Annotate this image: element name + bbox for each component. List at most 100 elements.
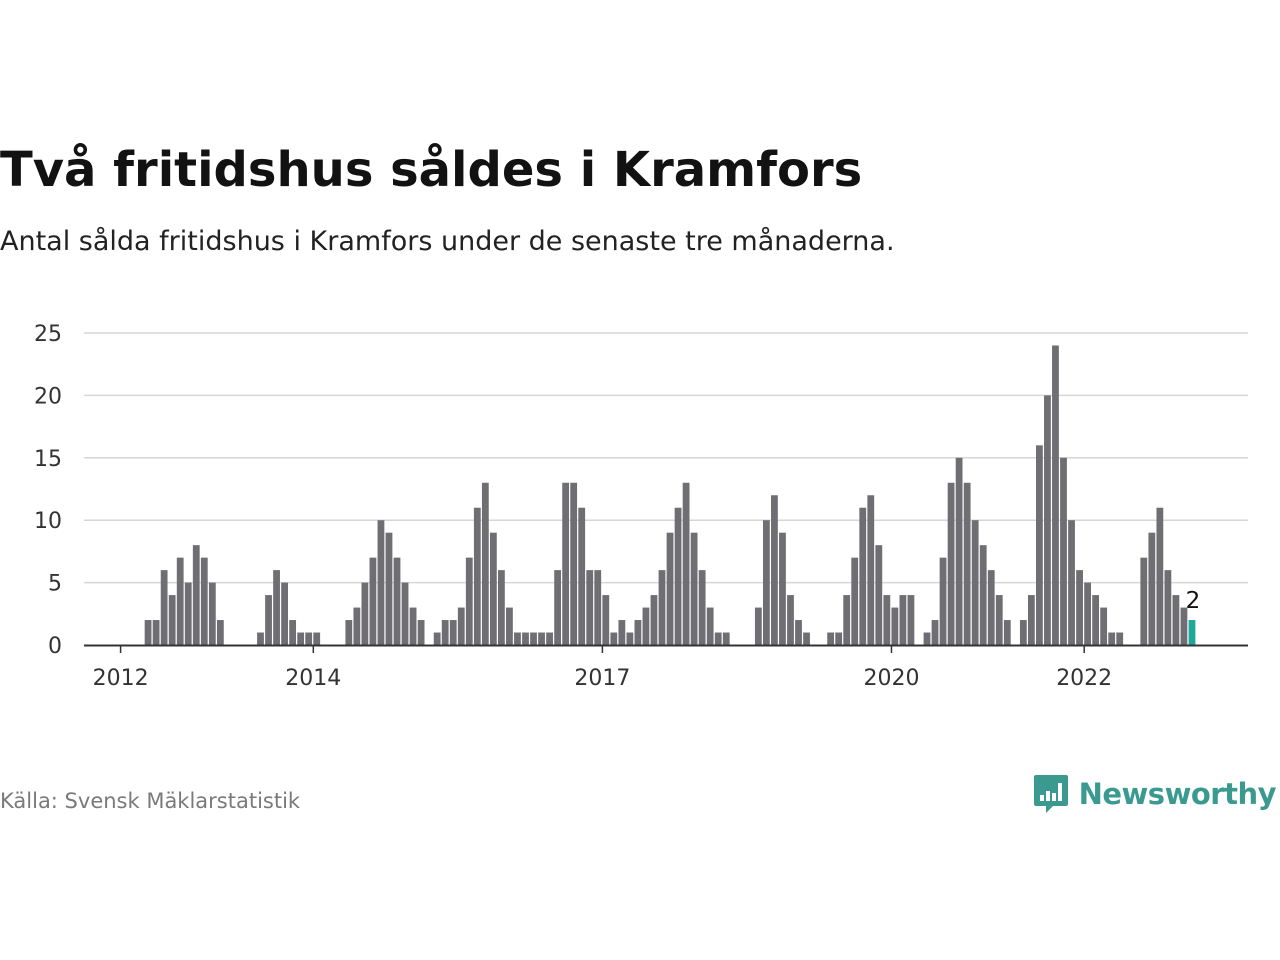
- bar: [522, 632, 529, 645]
- bar: [1108, 632, 1116, 645]
- bar: [538, 632, 545, 645]
- bar: [1003, 620, 1011, 645]
- bar: [955, 457, 963, 645]
- bar: [1027, 595, 1035, 645]
- bar: [682, 482, 690, 645]
- chart-subtitle: Antal sålda fritidshus i Kramfors under …: [0, 226, 895, 257]
- bar: [465, 557, 473, 645]
- bar: [1180, 607, 1188, 645]
- bar: [192, 545, 200, 645]
- bar: [594, 570, 602, 645]
- bar: [907, 595, 915, 645]
- bar: [289, 620, 297, 645]
- bar: [1084, 582, 1091, 645]
- bar: [650, 595, 658, 645]
- bar: [305, 632, 313, 645]
- bar: [257, 632, 264, 645]
- bar: [144, 620, 152, 645]
- bar: [995, 595, 1003, 645]
- bar: [754, 607, 762, 645]
- bar: [265, 595, 272, 645]
- bar: [417, 620, 425, 645]
- bar: [674, 507, 682, 645]
- bar: [979, 545, 987, 645]
- bar: [875, 545, 883, 645]
- bar: [923, 632, 931, 645]
- bar: [931, 620, 939, 645]
- bar: [1036, 445, 1043, 645]
- bars: [144, 345, 1196, 645]
- bar: [297, 632, 305, 645]
- bar: [771, 495, 778, 645]
- bar: [216, 620, 224, 645]
- bar: [795, 620, 802, 645]
- bar: [489, 532, 497, 645]
- bar: [1100, 607, 1108, 645]
- bar: [987, 570, 995, 645]
- y-tick-label-5: 5: [48, 572, 62, 597]
- newsworthy-logo-icon: [1033, 775, 1068, 813]
- bar: [369, 557, 377, 645]
- bar: [313, 632, 321, 645]
- source-note: Källa: Svensk Mäklarstatistik: [0, 789, 301, 813]
- x-tick-label-2020: 2020: [863, 666, 919, 691]
- annotation-latest-value: 2: [1186, 588, 1201, 614]
- bar: [1164, 570, 1172, 645]
- bar: [883, 595, 891, 645]
- bar: [626, 632, 634, 645]
- bar: [698, 570, 706, 645]
- brand-name: Newsworthy: [1078, 777, 1277, 811]
- bar: [1076, 570, 1083, 645]
- bar: [1068, 520, 1075, 645]
- bar: [722, 632, 730, 645]
- brand-logo[interactable]: Newsworthy: [1033, 773, 1277, 815]
- bar: [393, 557, 401, 645]
- bar: [562, 482, 570, 645]
- x-tick-label-2022: 2022: [1056, 666, 1112, 691]
- bar: [859, 507, 867, 645]
- bar: [401, 582, 409, 645]
- bar: [457, 607, 465, 645]
- y-tick-label-0: 0: [48, 634, 62, 659]
- bar: [586, 570, 594, 645]
- bar: [554, 570, 562, 645]
- bar: [714, 632, 722, 645]
- bar: [473, 507, 481, 645]
- bar: [570, 482, 578, 645]
- bar: [602, 595, 610, 645]
- bar: [200, 557, 208, 645]
- y-tick-label-15: 15: [34, 447, 62, 472]
- x-tick-label-2012: 2012: [93, 666, 149, 691]
- bar: [481, 482, 489, 645]
- bar: [546, 632, 553, 645]
- bar: [779, 532, 786, 645]
- bar: [441, 620, 449, 645]
- bar: [899, 595, 907, 645]
- bar: [1156, 507, 1164, 645]
- bar: [377, 520, 385, 645]
- bar: [827, 632, 835, 645]
- bar: [762, 520, 770, 645]
- bar: [658, 570, 666, 645]
- bar-latest: [1188, 620, 1196, 645]
- bar: [208, 582, 216, 645]
- bar: [963, 482, 971, 645]
- bar-chart: 0 5 10 15 20 25 2 2012 2014 2017 2020 2022: [34, 322, 1248, 691]
- tick-labels: 0 5 10 15 20 25 2 2012 2014 2017 2020 2022: [34, 322, 1200, 691]
- bar: [353, 607, 361, 645]
- bar: [867, 495, 875, 645]
- bar: [385, 532, 393, 645]
- bar: [361, 582, 369, 645]
- bar: [498, 570, 505, 645]
- bar: [514, 632, 521, 645]
- bar: [578, 507, 586, 645]
- bar: [281, 582, 288, 645]
- bar: [1060, 457, 1067, 645]
- bar: [1092, 595, 1100, 645]
- bar: [971, 520, 979, 645]
- bar: [843, 595, 851, 645]
- bar: [273, 570, 280, 645]
- x-tick-label-2017: 2017: [574, 666, 630, 691]
- bar: [666, 532, 674, 645]
- y-tick-label-25: 25: [34, 322, 62, 347]
